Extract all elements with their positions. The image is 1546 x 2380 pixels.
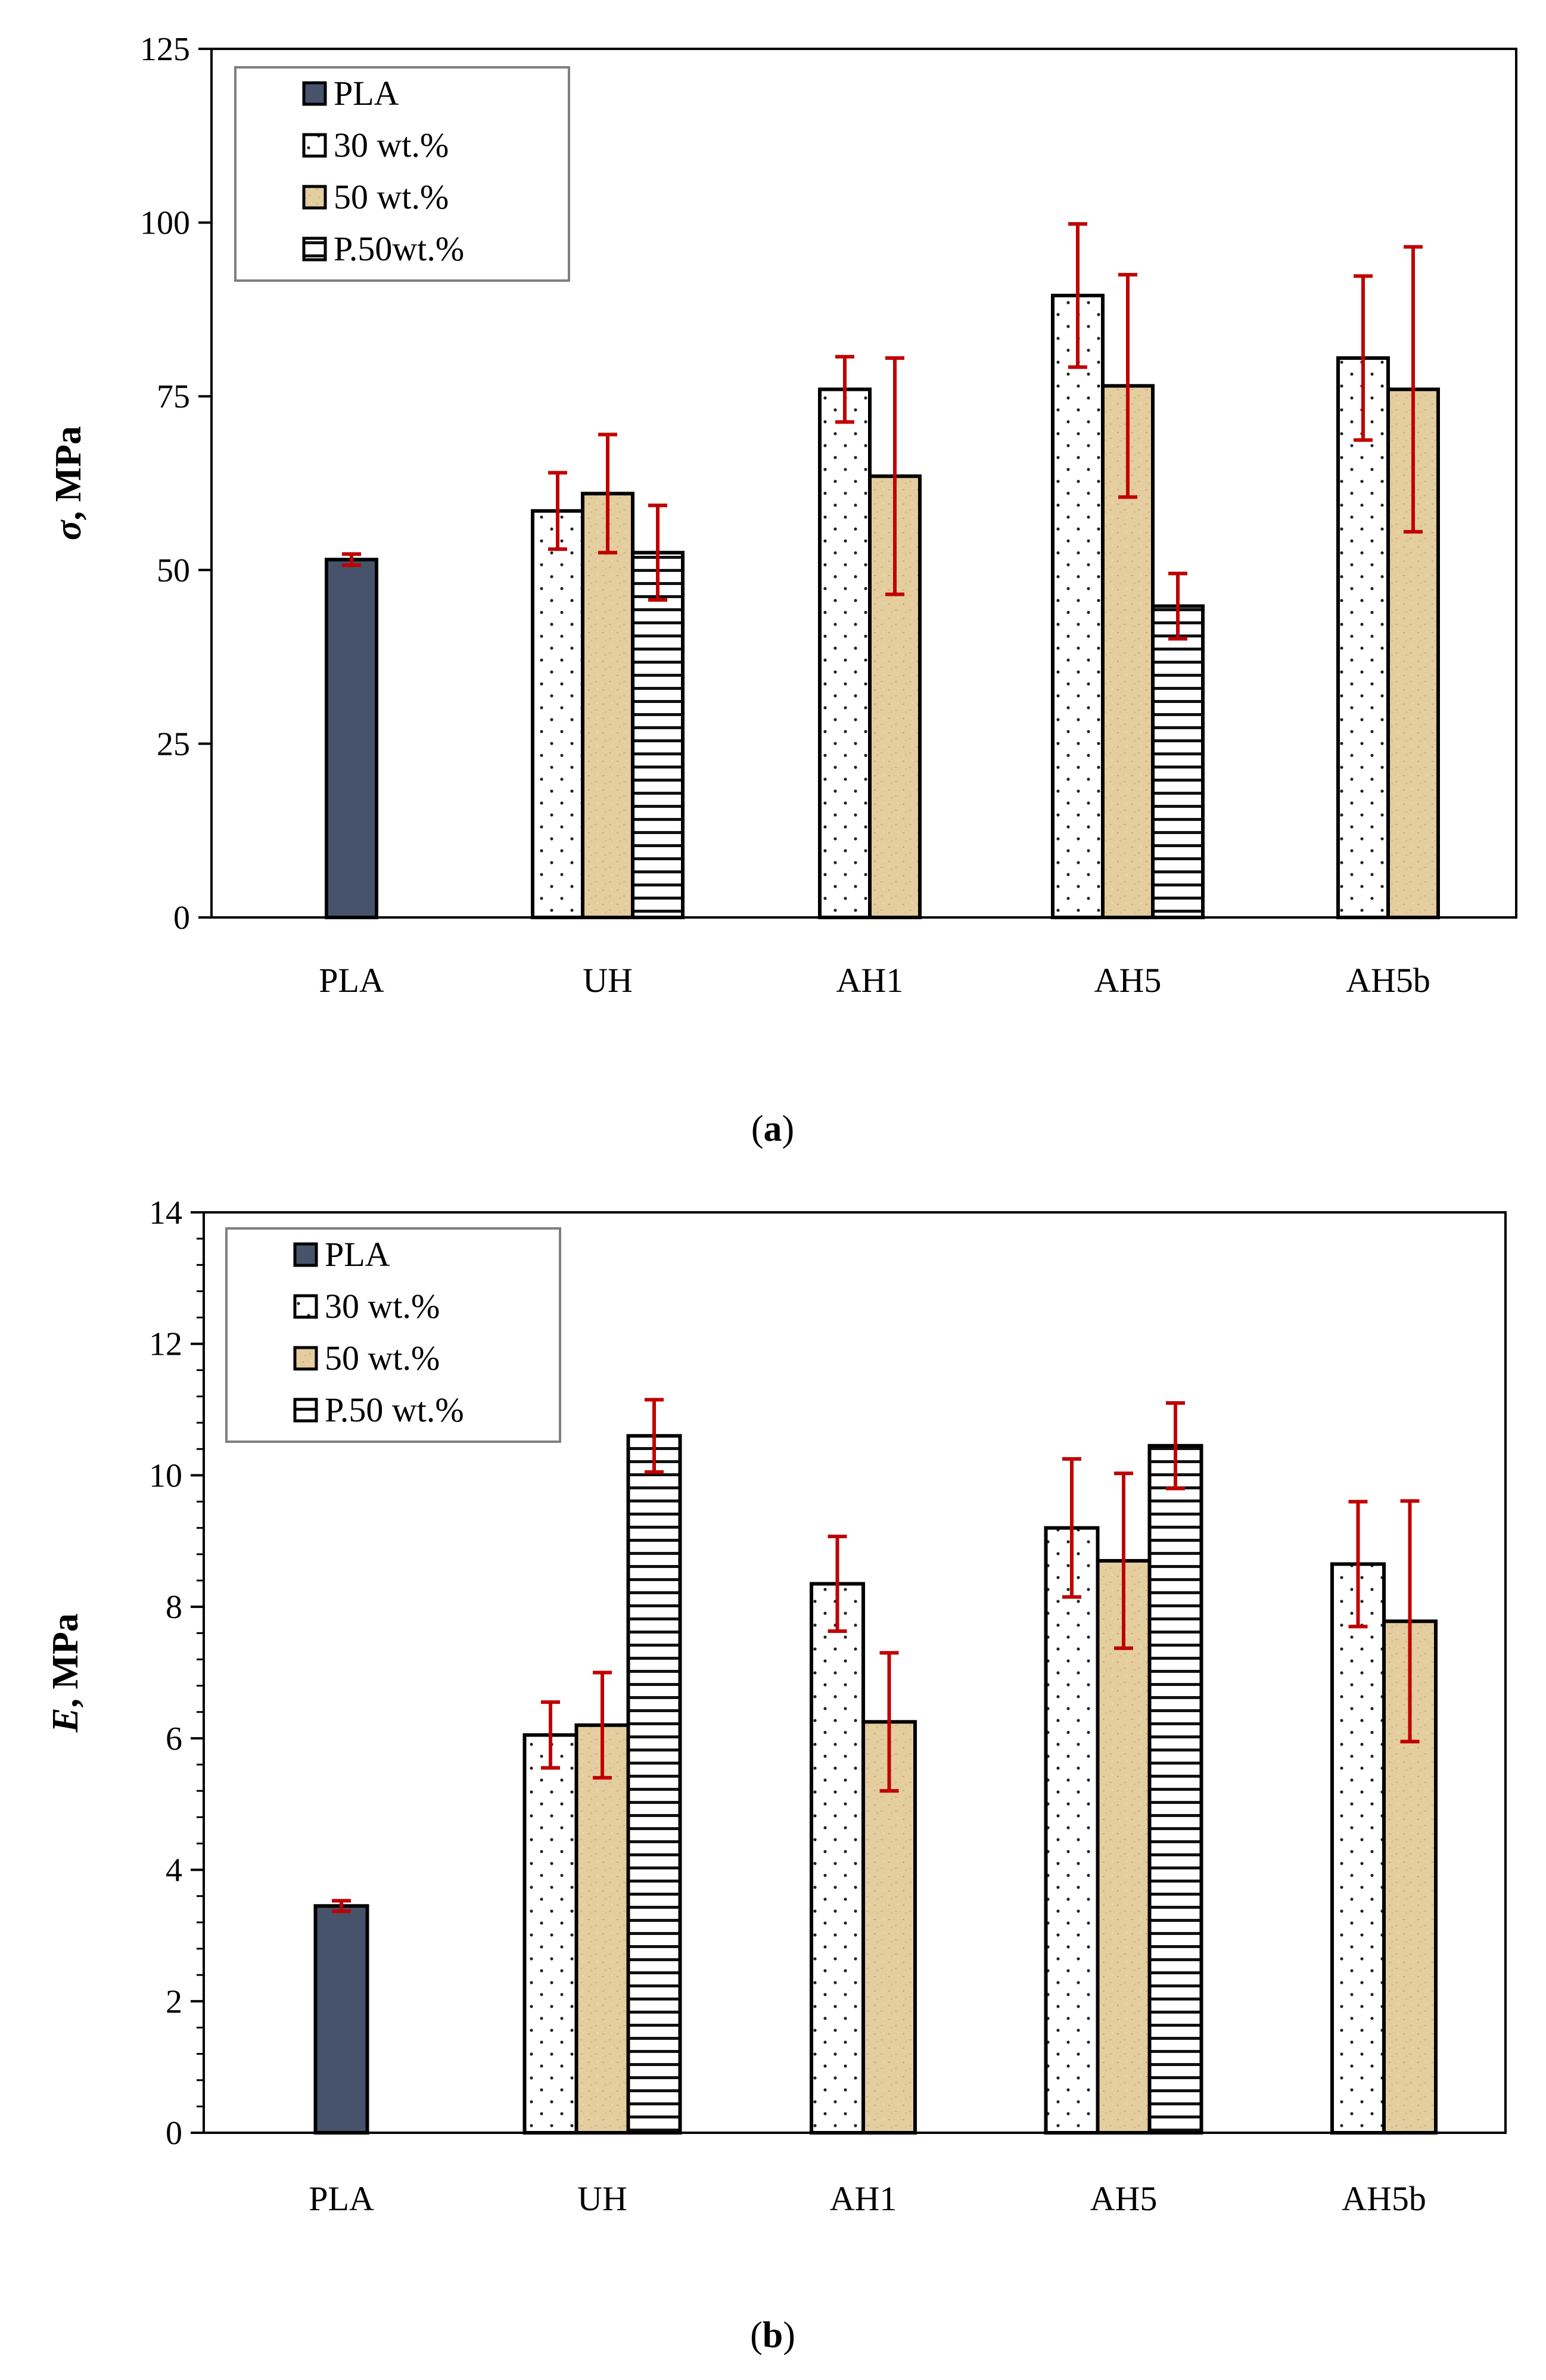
category-label-ah5b: AH5b xyxy=(1342,2179,1426,2218)
legend-swatch-p-50wt xyxy=(302,237,327,262)
y-tick-label: 0 xyxy=(173,900,190,937)
legend-swatch-30-wt xyxy=(293,1294,318,1319)
y-tick-label: 25 xyxy=(157,726,190,763)
category-label-ah1: AH1 xyxy=(836,961,904,1000)
y-tick-label: 75 xyxy=(157,378,190,415)
legend-swatch-50-wt xyxy=(302,185,327,210)
bar-ah5b-30-wt xyxy=(1336,356,1390,919)
bar-ah5-30-wt xyxy=(1051,294,1105,919)
error-bar-ah5-30-wt xyxy=(1068,222,1087,369)
y-tick-label: 125 xyxy=(140,31,190,68)
bar-ah5-30-wt xyxy=(1044,1526,1100,2135)
bar-ah5-p-50-wt xyxy=(1147,1443,1203,2135)
bar-ah1-30-wt xyxy=(810,1582,865,2135)
error-bar-ah5b-30-wt xyxy=(1354,274,1373,442)
category-label-pla: PLA xyxy=(319,961,384,1000)
bar-ah5-50-wt xyxy=(1096,1558,1152,2135)
chart-panel-b: 0 2 4 6 8 10 12 14 PLA UH AH1 AH5 AH5b E, MPa PLA 30… xyxy=(45,1194,1507,2356)
y-tick-label: 12 xyxy=(149,1326,182,1363)
error-bar-ah5b-50-wt xyxy=(1404,245,1423,534)
y-axis-label: σ, MPa xyxy=(48,426,89,540)
legend-label-pla: PLA xyxy=(334,74,399,113)
category-label-ah5: AH5 xyxy=(1094,961,1162,1000)
y-tick-label: 50 xyxy=(157,552,190,589)
bar-uh-p-50-wt xyxy=(626,1434,682,2135)
error-bar-ah1-50-wt xyxy=(879,1651,899,1793)
y-tick-label: 100 xyxy=(140,205,190,242)
y-axis-label: E, MPa xyxy=(45,1613,86,1733)
y-axis-unit: , MPa xyxy=(48,426,89,520)
bar-ah5-p-50wt xyxy=(1151,604,1205,919)
error-bar-pla-pla xyxy=(332,1899,351,1914)
y-axis-unit: , MPa xyxy=(45,1613,86,1707)
bar-uh-50-wt xyxy=(581,491,634,919)
bar-uh-30-wt xyxy=(522,1733,578,2135)
error-bar-uh-p-50-wt xyxy=(645,1398,664,1474)
y-axis-symbol: E xyxy=(45,1708,86,1733)
legend-swatch-50-wt xyxy=(293,1346,318,1371)
y-tick-label: 2 xyxy=(166,1983,182,2020)
legend-swatch-pla xyxy=(293,1242,318,1267)
legend-label-pla: PLA xyxy=(325,1235,390,1274)
error-bar-ah5-50-wt xyxy=(1118,273,1137,499)
y-tick-label: 6 xyxy=(166,1721,182,1757)
legend-label-30-wt: 30 wt.% xyxy=(325,1287,440,1326)
bar-uh-p-50wt xyxy=(631,550,685,919)
category-label-uh: UH xyxy=(577,2179,627,2218)
bar-ah1-30-wt xyxy=(818,387,872,919)
legend-box xyxy=(234,66,570,282)
error-bar-uh-30-wt xyxy=(541,1700,560,1770)
error-bar-pla-pla xyxy=(342,552,361,567)
bar-uh-50-wt xyxy=(574,1723,630,2135)
y-axis-symbol: σ xyxy=(48,519,89,540)
category-label-ah5b: AH5b xyxy=(1346,961,1430,1000)
error-bar-ah5-p-50-wt xyxy=(1166,1401,1185,1491)
caption-letter: a xyxy=(764,1109,782,1149)
y-tick-label: 8 xyxy=(166,1589,182,1626)
legend-label-p-50-wt: P.50 wt.% xyxy=(325,1390,464,1429)
bar-ah5b-30-wt xyxy=(1330,1562,1386,2135)
legend-swatch-p-50-wt xyxy=(293,1398,318,1423)
error-bar-ah1-30-wt xyxy=(828,1535,847,1633)
bar-pla-pla xyxy=(325,558,378,919)
error-bar-ah1-50-wt xyxy=(885,356,904,596)
category-label-pla: PLA xyxy=(309,2179,374,2218)
legend-swatch-pla xyxy=(302,81,327,106)
legend-label-p-50wt: P.50wt.% xyxy=(334,229,464,268)
error-bar-ah5b-50-wt xyxy=(1400,1499,1420,1744)
legend-label-50-wt: 50 wt.% xyxy=(334,178,449,216)
bar-ah5b-50-wt xyxy=(1386,387,1440,919)
error-bar-ah5b-30-wt xyxy=(1348,1499,1368,1629)
caption: (a) xyxy=(751,1109,794,1149)
category-label-uh: UH xyxy=(583,961,633,1000)
error-bar-ah5-p-50wt xyxy=(1168,571,1187,641)
bar-uh-30-wt xyxy=(531,509,584,919)
y-tick-label: 0 xyxy=(166,2115,182,2152)
error-bar-uh-p-50wt xyxy=(648,503,667,602)
error-bar-ah5-50-wt xyxy=(1114,1471,1133,1650)
category-label-ah5: AH5 xyxy=(1090,2179,1158,2218)
legend-label-50-wt: 50 wt.% xyxy=(325,1339,440,1377)
legend: PLA 30 wt.% 50 wt.% P.50 wt.% xyxy=(225,1227,561,1443)
chart-panel-a: 0 25 50 75 100 125 PLA UH AH1 AH5 AH5b σ, MPa PLA… xyxy=(48,31,1517,1149)
error-bar-uh-50-wt xyxy=(593,1670,612,1780)
error-bar-uh-50-wt xyxy=(598,433,617,555)
bar-pla-pla xyxy=(313,1904,369,2135)
legend: PLA 30 wt.% 50 wt.% P.50wt.% xyxy=(234,66,570,282)
error-bar-ah1-30-wt xyxy=(835,354,854,424)
caption-letter: b xyxy=(763,2315,783,2356)
legend-label-30-wt: 30 wt.% xyxy=(334,126,449,164)
category-label-ah1: AH1 xyxy=(830,2179,897,2218)
legend-box xyxy=(225,1227,561,1443)
error-bar-uh-30-wt xyxy=(548,471,567,551)
caption: (b) xyxy=(750,2315,795,2356)
error-bar-ah5-30-wt xyxy=(1062,1457,1081,1599)
y-tick-label: 10 xyxy=(149,1457,182,1494)
legend-swatch-30-wt xyxy=(302,133,327,158)
y-tick-label: 14 xyxy=(149,1194,182,1231)
y-tick-label: 4 xyxy=(166,1852,182,1889)
